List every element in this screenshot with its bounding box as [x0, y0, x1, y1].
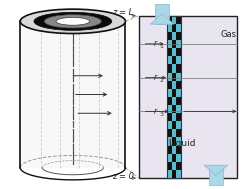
Bar: [176, 162, 181, 170]
Text: Liquid: Liquid: [168, 139, 196, 148]
Bar: [172, 97, 176, 105]
Ellipse shape: [56, 17, 90, 25]
Polygon shape: [150, 14, 174, 24]
Bar: [172, 64, 176, 73]
Bar: [167, 129, 172, 137]
Text: Gas: Gas: [220, 30, 236, 39]
Bar: [172, 137, 176, 146]
Bar: [172, 56, 176, 64]
Bar: [176, 129, 181, 137]
Bar: [176, 56, 181, 64]
Bar: [167, 48, 172, 56]
Bar: [172, 24, 176, 32]
Bar: [155, 5, 169, 24]
Bar: [172, 162, 176, 170]
Bar: [167, 40, 172, 48]
Bar: [167, 16, 172, 24]
Bar: [172, 73, 176, 81]
Bar: [167, 64, 172, 73]
Bar: [172, 146, 176, 154]
Bar: [176, 64, 181, 73]
Bar: [167, 89, 172, 97]
Bar: [209, 165, 223, 184]
Bar: [176, 16, 181, 24]
Bar: [176, 137, 181, 146]
Bar: [176, 154, 181, 162]
Bar: [176, 40, 181, 48]
Bar: [176, 89, 181, 97]
Bar: [167, 16, 181, 178]
Bar: [167, 105, 172, 113]
Polygon shape: [20, 21, 125, 168]
Bar: [167, 146, 172, 154]
Text: r: r: [154, 39, 157, 48]
Bar: [176, 113, 181, 121]
Bar: [176, 170, 181, 178]
Bar: [176, 146, 181, 154]
Bar: [172, 40, 176, 48]
Bar: [172, 154, 176, 162]
Bar: [139, 16, 237, 178]
Bar: [167, 113, 172, 121]
Ellipse shape: [45, 15, 101, 28]
Bar: [172, 113, 176, 121]
Bar: [172, 105, 176, 113]
Text: z = 0: z = 0: [112, 172, 134, 181]
Text: 2: 2: [159, 78, 163, 83]
Bar: [176, 105, 181, 113]
Bar: [172, 121, 176, 129]
Bar: [167, 56, 172, 64]
Text: r: r: [154, 73, 157, 82]
Ellipse shape: [34, 12, 112, 30]
Text: r: r: [154, 107, 157, 116]
Bar: [167, 154, 172, 162]
Bar: [172, 16, 176, 24]
Text: z = L: z = L: [112, 8, 134, 17]
Bar: [167, 81, 172, 89]
Bar: [167, 137, 172, 146]
Bar: [176, 121, 181, 129]
Bar: [172, 81, 176, 89]
Bar: [172, 48, 176, 56]
Bar: [176, 24, 181, 32]
Bar: [172, 32, 176, 40]
Text: 1: 1: [159, 44, 163, 49]
Bar: [172, 170, 176, 178]
Bar: [176, 32, 181, 40]
Bar: [167, 32, 172, 40]
Bar: [176, 97, 181, 105]
Bar: [176, 73, 181, 81]
Bar: [176, 48, 181, 56]
Bar: [172, 129, 176, 137]
Text: 3: 3: [159, 112, 163, 117]
Bar: [176, 81, 181, 89]
Polygon shape: [204, 165, 228, 176]
Ellipse shape: [20, 9, 125, 33]
Bar: [172, 89, 176, 97]
Bar: [167, 170, 172, 178]
Bar: [167, 24, 172, 32]
Bar: [167, 121, 172, 129]
Bar: [167, 162, 172, 170]
Bar: [167, 73, 172, 81]
Bar: [167, 97, 172, 105]
